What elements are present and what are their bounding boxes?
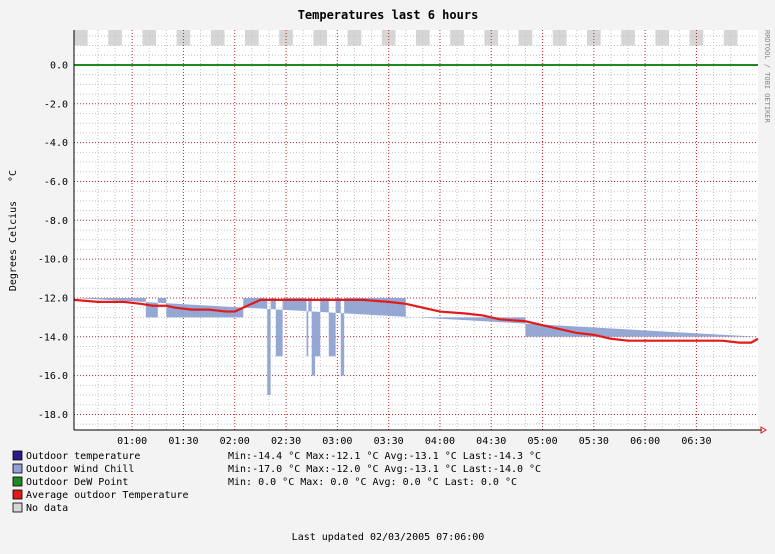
legend-stats: Min: 0.0 °C Max: 0.0 °C Avg: 0.0 °C Last… xyxy=(228,477,517,488)
no-data-block xyxy=(484,30,499,46)
legend-stats: Min:-17.0 °C Max:-12.0 °C Avg:-13.1 °C L… xyxy=(228,464,541,475)
no-data-block xyxy=(381,30,396,46)
series-wind-chill-area xyxy=(74,297,758,396)
legend-swatch xyxy=(12,489,23,500)
no-data-block xyxy=(689,30,704,46)
x-tick-label: 03:30 xyxy=(374,436,404,447)
watermark: RRDTOOL / TOBI OETIKER xyxy=(763,30,771,124)
x-tick-label: 05:30 xyxy=(579,436,609,447)
x-axis-arrow-icon xyxy=(760,426,767,434)
y-tick-label: -8.0 xyxy=(44,216,68,227)
legend-swatch xyxy=(12,476,23,487)
x-tick-label: 01:00 xyxy=(117,436,147,447)
legend-swatch xyxy=(12,463,23,474)
footer-last-updated: Last updated 02/03/2005 07:06:00 xyxy=(292,532,485,543)
no-data-block xyxy=(621,30,635,46)
no-data-block xyxy=(723,30,738,46)
y-tick-label: -18.0 xyxy=(38,410,68,421)
no-data-block xyxy=(142,30,157,46)
no-data-block xyxy=(347,30,362,46)
legend-label: Outdoor DeW Point xyxy=(26,477,128,488)
x-tick-label: 03:00 xyxy=(322,436,352,447)
legend-stats: Min:-14.4 °C Max:-12.1 °C Avg:-13.1 °C L… xyxy=(228,451,541,462)
legend-label: No data xyxy=(26,503,68,514)
x-tick-label: 06:30 xyxy=(681,436,711,447)
no-data-block xyxy=(655,30,670,46)
y-axis-unit: °C xyxy=(8,170,19,182)
y-tick-label: -4.0 xyxy=(44,138,68,149)
legend-label: Average outdoor Temperature xyxy=(26,490,189,501)
legend-swatch xyxy=(12,502,23,513)
no-data-block xyxy=(176,30,191,46)
legend-swatch xyxy=(12,450,23,461)
y-tick-label: -2.0 xyxy=(44,99,68,110)
no-data-block xyxy=(245,30,259,46)
x-tick-label: 02:00 xyxy=(220,436,250,447)
no-data-block xyxy=(279,30,293,46)
y-tick-label: 0.0 xyxy=(50,60,68,71)
no-data-block xyxy=(108,30,122,46)
x-tick-label: 06:00 xyxy=(630,436,660,447)
legend-label: Outdoor temperature xyxy=(26,451,140,462)
no-data-block xyxy=(518,30,533,46)
no-data-block xyxy=(416,30,430,46)
x-tick-label: 02:30 xyxy=(271,436,301,447)
x-tick-label: 04:00 xyxy=(425,436,455,447)
y-tick-label: -16.0 xyxy=(38,371,68,382)
y-tick-label: -6.0 xyxy=(44,177,68,188)
no-data-block xyxy=(450,30,464,46)
y-tick-label: -10.0 xyxy=(38,255,68,266)
legend-label: Outdoor Wind Chill xyxy=(26,464,134,475)
x-tick-label: 01:30 xyxy=(168,436,198,447)
chart-title: Temperatures last 6 hours xyxy=(298,8,479,22)
x-tick-label: 05:00 xyxy=(527,436,557,447)
y-axis-label: Degrees Celcius xyxy=(8,201,19,291)
no-data-block xyxy=(552,30,567,46)
x-tick-label: 04:30 xyxy=(476,436,506,447)
no-data-block xyxy=(210,30,225,46)
no-data-block xyxy=(587,30,601,46)
no-data-block xyxy=(74,30,88,46)
no-data-block xyxy=(313,30,328,46)
y-tick-label: -14.0 xyxy=(38,332,68,343)
y-tick-label: -12.0 xyxy=(38,293,68,304)
series-average-temperature-line xyxy=(73,298,759,344)
